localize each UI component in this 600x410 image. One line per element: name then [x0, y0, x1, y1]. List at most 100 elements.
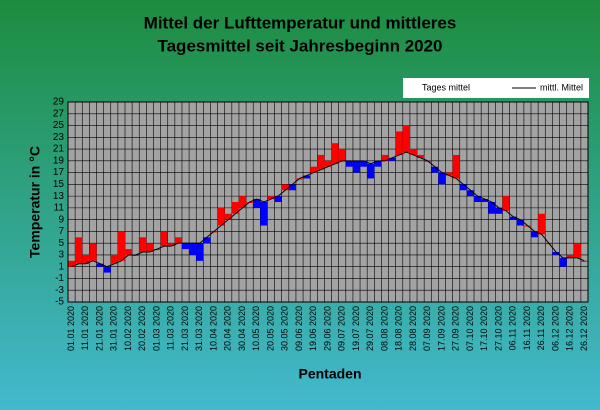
- day-bar: [224, 213, 232, 220]
- x-tick-label: 10.02 2020: [123, 306, 133, 351]
- chart-title: Tagesmittel seit Jahresbeginn 2020: [157, 36, 442, 55]
- day-bar: [331, 143, 339, 164]
- y-tick-label: 13: [53, 191, 65, 202]
- x-axis-title: Pentaden: [298, 366, 361, 382]
- x-tick-label: 09.06 2020: [294, 306, 304, 351]
- legend-label: Tages mittel: [422, 82, 470, 92]
- day-bar: [281, 184, 289, 191]
- day-bar: [288, 184, 296, 191]
- day-bar: [345, 160, 353, 167]
- day-bar: [160, 231, 168, 247]
- day-bar: [139, 237, 147, 252]
- day-bar: [552, 252, 560, 255]
- y-tick-label: -5: [55, 297, 64, 308]
- day-bar: [559, 257, 567, 267]
- x-tick-label: 10.05 2020: [251, 306, 261, 351]
- day-bar: [452, 154, 460, 179]
- day-bar: [495, 207, 503, 214]
- x-tick-label: 06.12 2020: [550, 306, 560, 351]
- day-bar: [89, 243, 97, 261]
- x-tick-label: 29.06 2020: [322, 306, 332, 351]
- day-bar: [96, 263, 104, 267]
- plot-area: [68, 102, 588, 302]
- day-bar: [68, 260, 76, 267]
- x-tick-label: 07.10 2020: [465, 306, 475, 351]
- y-tick-label: 27: [53, 108, 65, 119]
- x-tick-label: 10.04 2020: [208, 306, 218, 351]
- day-bar: [217, 207, 225, 226]
- day-bar: [580, 260, 588, 262]
- day-bar: [352, 160, 361, 173]
- y-tick-label: 19: [53, 155, 65, 166]
- day-bar: [82, 254, 90, 264]
- x-tick-label: 09.07 2020: [337, 306, 347, 351]
- day-bar: [338, 149, 346, 161]
- day-bar: [531, 231, 539, 238]
- y-tick-label: 23: [53, 132, 65, 143]
- x-tick-label: 16.11 2020: [522, 306, 532, 350]
- day-bar: [317, 154, 325, 170]
- day-bar: [189, 243, 197, 255]
- day-bar: [417, 154, 425, 158]
- y-tick-label: 3: [58, 250, 64, 261]
- plot-border: [67, 101, 589, 303]
- x-tick-label: 27.10 2020: [493, 306, 503, 351]
- day-bar: [388, 157, 396, 161]
- y-tick-label: 9: [58, 214, 64, 225]
- day-bar: [310, 166, 318, 173]
- x-tick-label: 27.09 2020: [451, 306, 461, 351]
- day-bar: [203, 237, 211, 244]
- day-bar: [374, 160, 382, 167]
- day-bar: [324, 160, 332, 167]
- day-bar: [231, 202, 239, 214]
- day-bar: [253, 199, 261, 208]
- day-bar: [367, 163, 375, 179]
- x-tick-label: 20.04 2020: [223, 306, 233, 351]
- x-tick-label: 01.03 2020: [151, 306, 161, 351]
- x-tick-label: 11.01 2020: [80, 306, 90, 350]
- day-bar: [466, 190, 475, 197]
- day-bar: [509, 216, 517, 220]
- x-tick-label: 18.08 2020: [394, 306, 404, 351]
- y-axis-title: Temperatur in °C: [27, 146, 43, 258]
- day-bar: [488, 202, 496, 214]
- day-bar: [402, 125, 410, 152]
- day-bar: [381, 154, 389, 161]
- day-bar: [196, 243, 204, 261]
- day-bar: [274, 196, 282, 202]
- legend-label: mittl. Mittel: [540, 82, 583, 92]
- x-tick-label: 17.09 2020: [436, 306, 446, 351]
- y-tick-label: 15: [53, 179, 65, 190]
- x-tick-label: 26.12 2020: [579, 306, 589, 351]
- day-bar: [174, 237, 182, 244]
- x-tick-label: 21.01 2020: [94, 306, 104, 351]
- day-bar: [260, 202, 268, 226]
- y-tick-label: 11: [54, 203, 65, 214]
- legend: [403, 78, 589, 98]
- x-tick-label: 29.07 2020: [365, 306, 375, 351]
- y-tick-label: 7: [58, 226, 64, 237]
- day-bar: [438, 172, 446, 185]
- day-bar: [538, 213, 546, 235]
- day-bar: [303, 175, 311, 179]
- x-tick-label: 31.01 2020: [109, 306, 119, 351]
- day-bar: [146, 243, 154, 252]
- day-bar: [117, 231, 125, 261]
- day-bar: [110, 254, 118, 264]
- day-bar: [481, 199, 489, 202]
- day-bar: [502, 196, 510, 211]
- x-tick-label: 28.08 2020: [408, 306, 418, 351]
- y-tick-label: 29: [53, 97, 65, 108]
- day-bar: [167, 243, 175, 247]
- x-tick-label: 19.07 2020: [351, 306, 361, 351]
- day-bar: [445, 172, 453, 176]
- day-bar: [75, 237, 83, 264]
- y-tick-label: 17: [53, 167, 65, 178]
- mean-line: [71, 151, 585, 268]
- x-tick-label: 26.11 2020: [536, 306, 546, 350]
- x-tick-label: 30.04 2020: [237, 306, 247, 351]
- day-bar: [431, 166, 439, 173]
- y-tick-label: 5: [58, 238, 64, 249]
- day-bar: [360, 160, 368, 167]
